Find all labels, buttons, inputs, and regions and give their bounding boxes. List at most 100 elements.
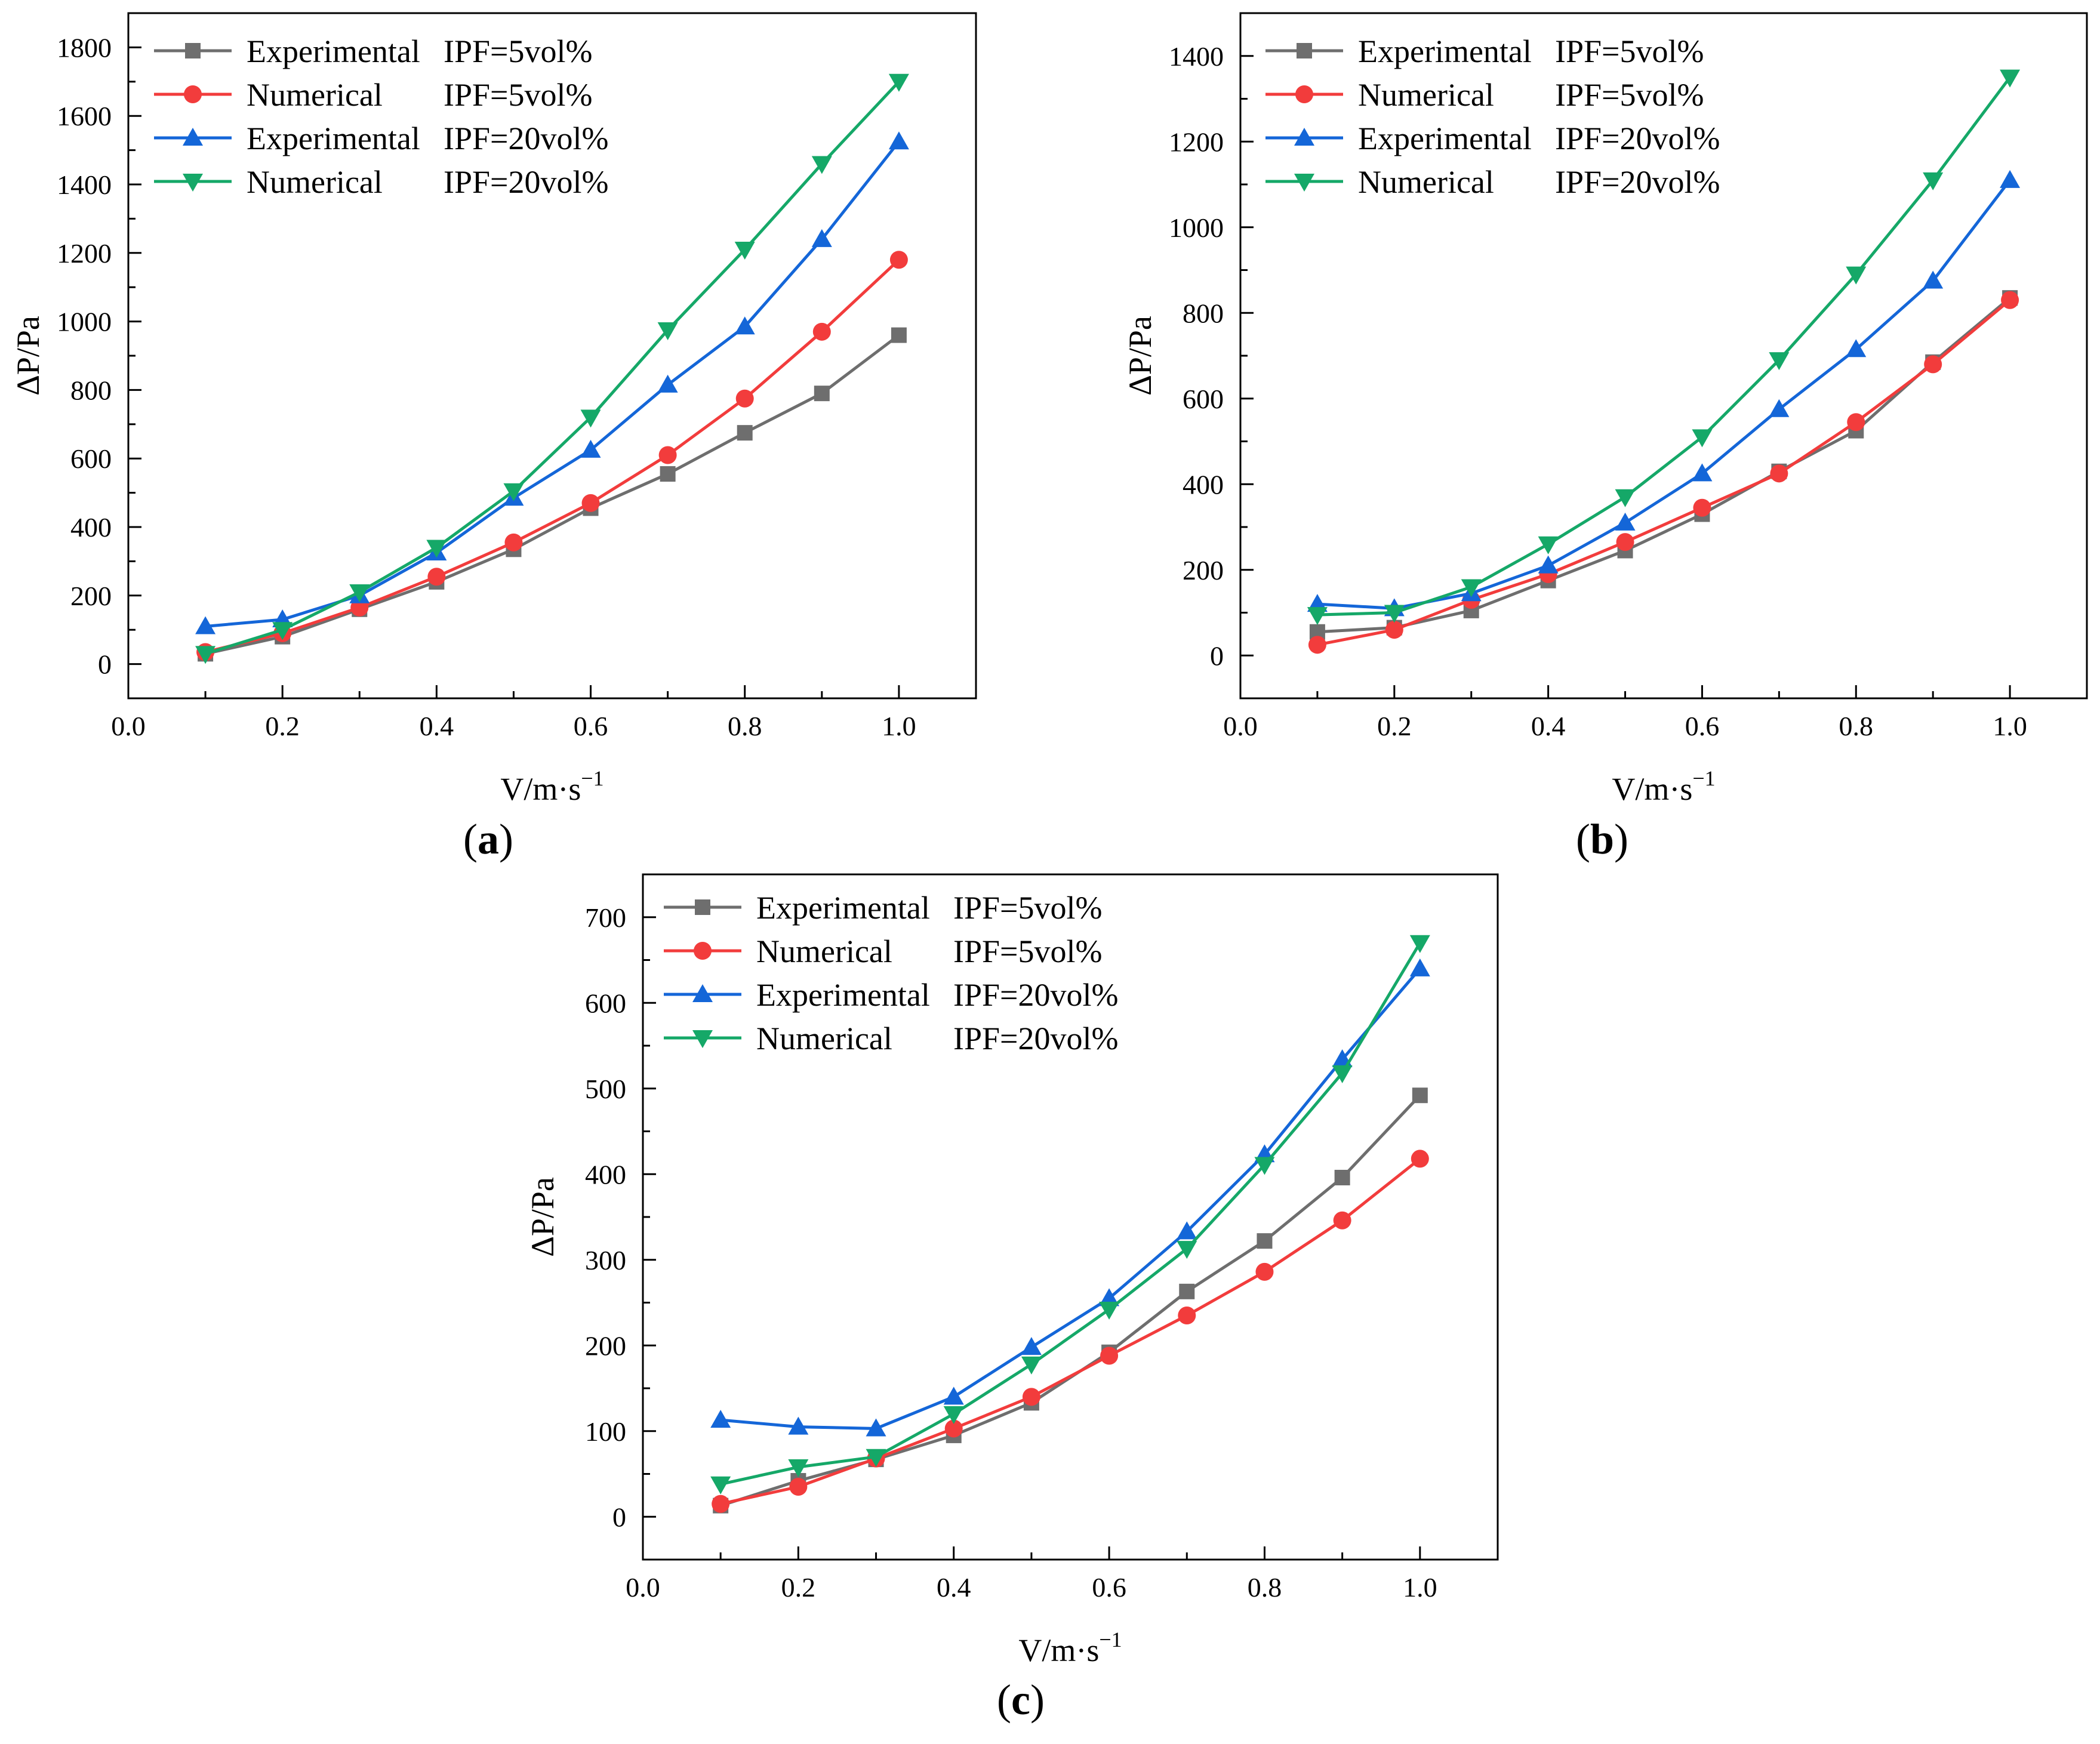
y-tick-label: 200 (585, 1330, 626, 1361)
legend-ipf-label: IPF=5vol% (1555, 77, 1704, 113)
data-point-s2-5 (1022, 1388, 1040, 1406)
data-point-s2-6 (581, 494, 600, 512)
legend-method-label: Experimental (756, 977, 930, 1013)
x-tick-label: 1.0 (1993, 711, 2027, 741)
legend-ipf-label: IPF=20vol% (953, 977, 1119, 1013)
data-point-s4-1 (710, 1476, 731, 1495)
y-tick-label: 600 (585, 988, 626, 1018)
data-point-s1-8 (737, 425, 753, 441)
data-point-s2-9 (1333, 1211, 1351, 1230)
legend-ipf-label: IPF=20vol% (1555, 121, 1720, 156)
data-point-s3-9 (811, 229, 832, 247)
data-point-s3-4 (1538, 555, 1559, 574)
data-point-s3-1 (710, 1410, 731, 1428)
y-tick-label: 1200 (1169, 127, 1224, 157)
legend-ipf-label: IPF=20vol% (444, 164, 609, 200)
x-tick-label: 1.0 (882, 711, 916, 741)
panel-label-letter: a (478, 815, 499, 863)
data-point-s2-4 (944, 1419, 963, 1438)
data-point-s2-2 (789, 1478, 808, 1496)
legend-method-label: Numerical (756, 933, 892, 969)
data-point-s4-7 (1177, 1241, 1197, 1259)
x-axis-title-text: V/m·s (500, 771, 581, 807)
data-point-s2-5 (504, 533, 523, 551)
y-tick-label: 200 (70, 581, 112, 611)
y-tick-label: 400 (585, 1159, 626, 1190)
data-point-s3-7 (1177, 1221, 1197, 1240)
data-point-s3-5 (1021, 1337, 1042, 1355)
y-tick-label: 1200 (57, 238, 112, 269)
legend-marker-4 (692, 1030, 713, 1048)
y-tick-label: 400 (1183, 469, 1224, 500)
y-tick-label: 200 (1183, 555, 1224, 586)
data-point-s4-9 (1332, 1065, 1353, 1083)
series-line-2 (1317, 298, 2011, 646)
y-tick-label: 100 (585, 1416, 626, 1447)
legend-marker-1 (185, 43, 201, 58)
x-tick-label: 0.6 (1685, 711, 1720, 741)
data-point-s3-6 (580, 439, 601, 458)
data-point-s4-10 (2000, 69, 2021, 88)
data-point-s2-6 (1100, 1346, 1119, 1365)
x-tick-label: 0.4 (420, 711, 454, 741)
y-tick-label: 0 (1210, 640, 1224, 671)
data-point-s3-3 (866, 1418, 886, 1437)
x-tick-label: 0.6 (574, 711, 608, 741)
x-axis-title-text: V/m·s (1612, 771, 1692, 807)
data-point-s2-7 (1178, 1307, 1196, 1325)
panel-label-a: (a) (463, 815, 513, 863)
series-line-3 (205, 140, 900, 628)
legend-marker-4 (183, 174, 203, 192)
x-axis-title: V/m·s−1 (500, 766, 603, 807)
legend-method-label: Numerical (247, 164, 383, 200)
data-point-s4-3 (349, 584, 370, 603)
data-point-s3-7 (1769, 399, 1790, 417)
panel-label-paren-open: ( (1576, 815, 1590, 863)
legend-ipf-label: IPF=5vol% (953, 890, 1103, 926)
data-point-s4-10 (1409, 935, 1430, 953)
legend-method-label: Numerical (247, 77, 383, 113)
data-point-s4-8 (1254, 1157, 1275, 1175)
legend-marker-1 (695, 899, 710, 915)
data-point-s2-9 (812, 322, 831, 341)
x-tick-label: 0.8 (1839, 711, 1874, 741)
data-point-s1-9 (814, 386, 830, 402)
chart-panel-b: 0.0 0.2 0.4 0.6 0.8 1.0 0 200 400 600 800 1000 1200 1… (1122, 12, 2088, 863)
legend-method-label: Experimental (756, 890, 930, 926)
legend-method-label: Experimental (1358, 121, 1532, 156)
data-point-s2-8 (1847, 413, 1865, 432)
series-line-4 (1317, 76, 2012, 617)
data-point-s2-8 (735, 389, 754, 408)
data-point-s1-7 (660, 466, 676, 482)
x-tick-label: 0.0 (1223, 711, 1258, 741)
chart-panel-c: 0.0 0.2 0.4 0.6 0.8 1.0 0 100 200 300 400 500 600 700… (525, 873, 1499, 1724)
series-line-4 (720, 942, 1421, 1486)
data-point-s2-7 (658, 446, 677, 464)
data-point-s3-10 (2000, 170, 2021, 188)
legend-ipf-label: IPF=20vol% (1555, 164, 1720, 200)
legend-ipf-label: IPF=5vol% (444, 33, 593, 69)
data-point-s3-8 (1846, 339, 1867, 358)
data-point-s2-6 (1693, 498, 1711, 517)
data-point-s3-2 (788, 1416, 809, 1435)
series-line-1 (205, 334, 900, 655)
legend-marker-3 (1294, 128, 1314, 146)
data-point-s2-10 (889, 251, 908, 269)
data-point-s3-10 (1409, 958, 1430, 976)
legend-ipf-label: IPF=5vol% (1555, 33, 1704, 69)
data-point-s3-5 (1615, 512, 1636, 531)
x-tick-label: 0.0 (626, 1572, 660, 1603)
y-tick-label: 400 (70, 512, 112, 543)
data-point-s4-3 (866, 1449, 886, 1467)
data-point-s4-5 (1021, 1356, 1042, 1375)
legend-method-label: Numerical (1358, 164, 1494, 200)
data-point-s4-10 (888, 73, 909, 92)
data-point-s1-10 (1412, 1087, 1428, 1104)
x-tick-label: 0.2 (265, 711, 300, 741)
data-point-s4-6 (1099, 1301, 1120, 1320)
x-axis-title: V/m·s−1 (1612, 766, 1715, 807)
panel-label-letter: b (1590, 815, 1614, 863)
data-point-s4-4 (1538, 536, 1559, 554)
y-tick-label: 1000 (1169, 212, 1224, 243)
